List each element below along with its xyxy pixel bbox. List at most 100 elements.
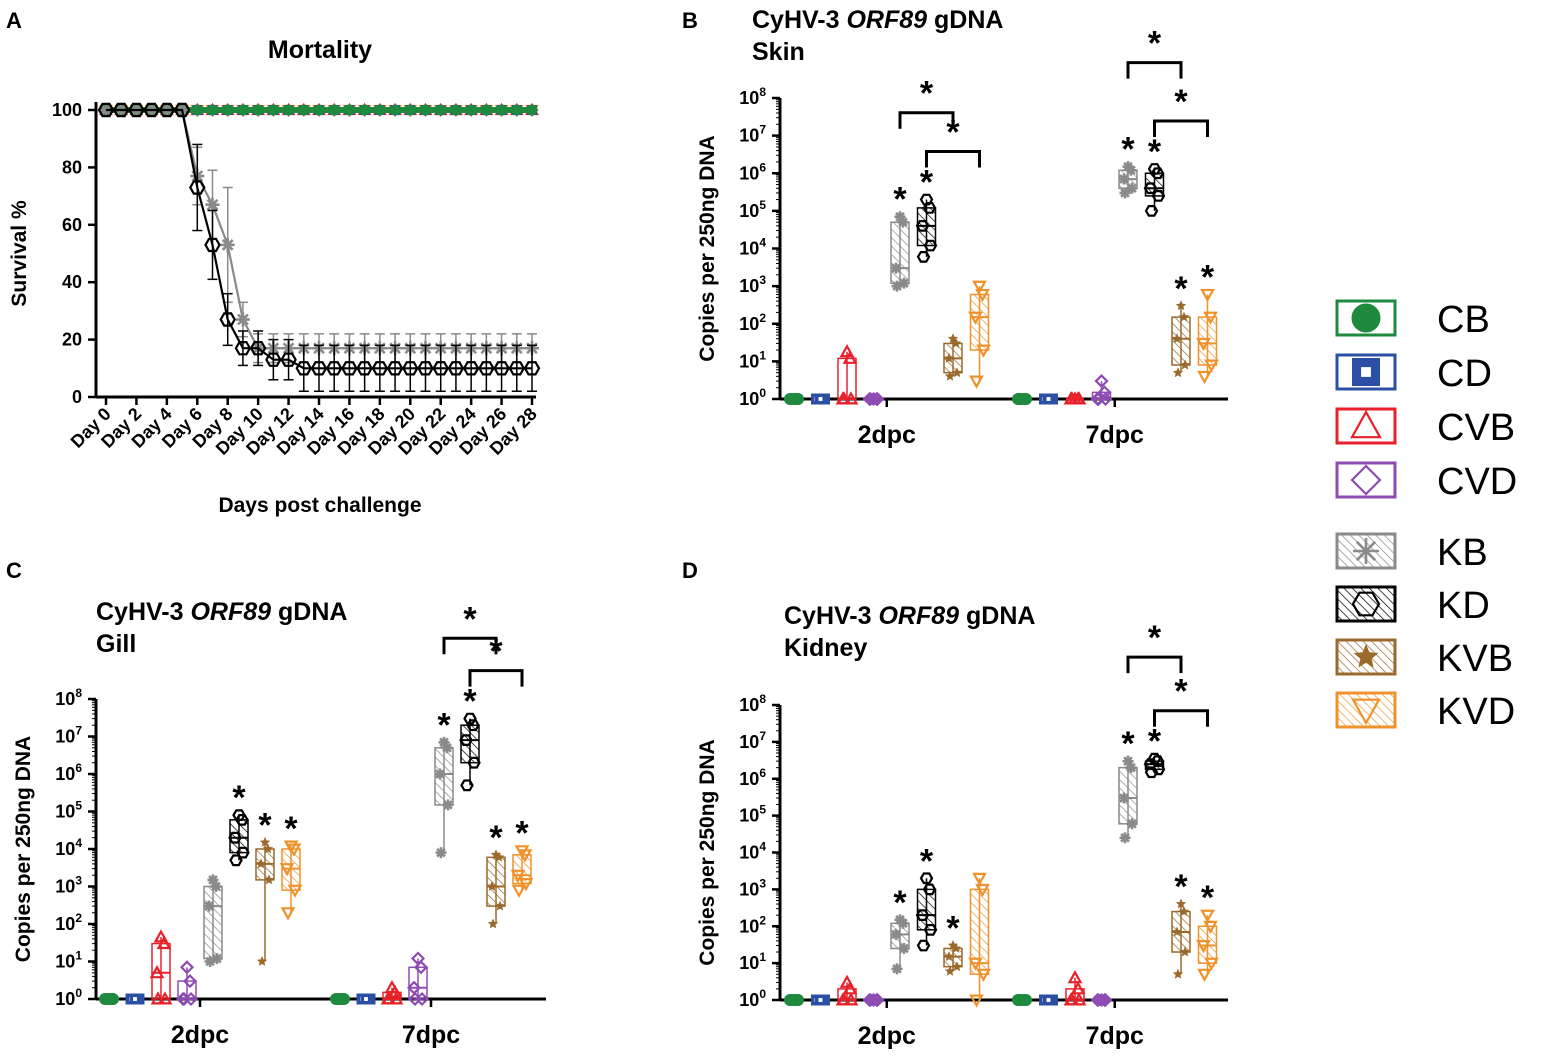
data-point [1203,311,1218,325]
data-point [280,907,296,921]
legend-swatch [1335,461,1397,499]
data-point [842,981,858,995]
marker-shape [1147,163,1162,175]
y-tick-label: 107 [739,729,766,752]
marker-shape [156,935,172,950]
series-line [106,108,532,350]
marker-shape [420,104,431,116]
marker-shape [103,993,115,1005]
data-point [950,943,962,953]
marker-shape [249,341,267,356]
marker-shape [1197,370,1212,385]
box-kvb-2dpc [943,333,963,381]
box-cd-2dpc [811,393,830,405]
y-axis-title: Copies per 250ng DNA [696,739,719,965]
y-tick-label: 105 [55,799,82,822]
data-point [1196,337,1211,352]
marker-shape [207,104,218,116]
data-point [890,262,902,274]
tick-base: 10 [739,695,759,715]
data-point [1118,792,1130,804]
marker-shape [1127,183,1137,194]
box-kvb-2dpc: * [943,910,963,976]
data-point [478,361,495,376]
legend-item-cvd: CVD [1335,461,1517,503]
marker-shape [510,869,526,883]
significance-star: * [1121,131,1135,169]
marker-shape [1179,946,1191,957]
chart-title: CyHV-3 ORF89 gDNA [752,6,1003,34]
data-point [1043,994,1054,1006]
marker-shape [947,940,959,950]
data-point [835,391,851,405]
marker-shape [976,344,991,358]
box-kd-2dpc: * [915,164,938,263]
data-point [968,311,983,325]
marker-shape [1172,367,1184,378]
marker-shape [526,104,538,116]
marker-shape [1178,311,1190,322]
marker-shape [436,847,446,858]
box-kd-7dpc: * [1143,133,1166,217]
marker-shape [1203,311,1218,325]
legend-label: KVB [1437,638,1513,680]
marker-shape [450,104,462,116]
marker-shape [1200,288,1215,303]
marker-shape [895,211,905,222]
marker-shape [1172,968,1184,979]
data-point [490,849,502,860]
data-point [1097,385,1112,400]
data-point [915,909,930,922]
legend-marker [1350,464,1382,496]
data-point [1143,182,1158,195]
panel-b-skin: B CyHV-3 ORF89 gDNA Skin Copies per 250ng D… [682,6,1228,449]
marker-shape [222,104,234,116]
marker-shape [892,964,902,974]
significance-star: * [920,842,934,880]
tick-base: 10 [739,953,759,973]
data-point [943,352,955,363]
marker-shape [1204,359,1219,373]
marker-shape [478,361,495,376]
significance-bracket: * [1126,25,1183,79]
marker-shape [1353,644,1379,668]
data-point [204,237,221,253]
marker-shape [511,884,527,898]
data-point [1094,373,1109,389]
legend-item-cvb: CVB [1335,407,1515,449]
tick-exponent: 4 [759,236,766,250]
tick-exponent: 7 [75,724,82,738]
marker-shape [493,851,505,862]
tick-base: 10 [55,989,75,1009]
marker-shape [255,858,267,869]
marker-shape [514,845,530,859]
marker-shape [919,872,934,885]
legend-item-kd: KD [1335,585,1490,627]
marker-shape [1067,970,1083,984]
marker-shape [236,846,250,859]
legend-label: KD [1437,585,1490,627]
data-point [157,991,173,1005]
data-point [1204,359,1219,373]
marker-shape [1127,818,1137,829]
data-point [894,914,906,926]
category-label: 7dpc [402,1021,460,1049]
marker-shape [173,102,191,118]
data-point [493,851,505,862]
tick-base: 10 [55,802,75,822]
data-point [523,361,541,376]
marker-shape [922,202,937,214]
marker-shape [149,965,165,979]
data-point [843,992,859,1006]
box-kvb-2dpc: * [255,806,275,966]
marker-shape [343,104,355,116]
significance-star: * [1201,258,1215,296]
chart-title-part: gDNA [927,6,1003,34]
tick-base: 10 [739,201,759,221]
data-point [923,239,938,252]
y-tick-label: 107 [55,724,82,747]
data-point [1203,920,1218,935]
box-kvd-2dpc [968,872,991,1008]
box-kvb-7dpc: * [486,819,506,929]
data-point [262,843,274,854]
